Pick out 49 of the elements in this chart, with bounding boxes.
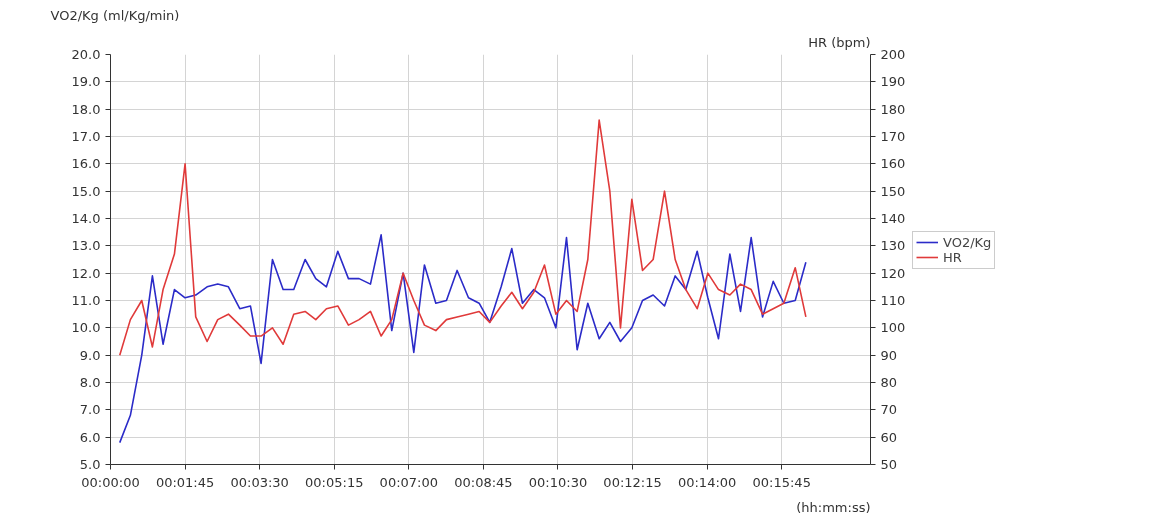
y2-tick-label: 170 [880, 129, 906, 144]
y2-tick-label: 70 [880, 402, 898, 418]
y2-tick-label: 80 [880, 375, 898, 390]
y-tick-label: 19.0 [71, 74, 101, 90]
y-tick-label: 13.0 [71, 238, 101, 254]
y-tick-label: 14.0 [71, 211, 101, 226]
line-series [118, 234, 807, 444]
y-tick-label: 12.0 [71, 265, 101, 281]
y-tick-label: 7.0 [79, 402, 101, 418]
x-tick-label: 00:07:00 [379, 474, 439, 490]
y2-axis-title: HR (bpm) [808, 34, 871, 50]
x-tick-label: 00:15:45 [752, 474, 811, 490]
x-axis-title: (hh:mm:ss) [796, 499, 871, 515]
y2-tick-label: 160 [880, 156, 906, 172]
x-tick-label: 00:05:15 [305, 474, 364, 490]
y-tick-label: 18.0 [71, 101, 101, 117]
y2-tick-label: 190 [880, 74, 906, 90]
y2-tick-label: 140 [880, 211, 906, 226]
y-tick-label: 10.0 [71, 320, 101, 336]
y2-tick-label: 120 [880, 265, 906, 281]
y-tick-label: 16.0 [71, 156, 101, 172]
y-tick-label: 11.0 [71, 293, 101, 308]
x-tick-label: 00:10:30 [528, 474, 588, 490]
x-tick-label: 00:01:45 [155, 474, 215, 490]
y-tick-label: 5.0 [79, 457, 101, 472]
y2-tick-label: 150 [880, 183, 906, 199]
line-series [118, 119, 807, 356]
y-tick-label: 15.0 [71, 183, 101, 199]
y2-tick-label: 180 [880, 101, 906, 117]
y-tick-label: 17.0 [71, 129, 101, 144]
y-tick-label: 6.0 [79, 429, 101, 445]
y2-tick-label: 110 [880, 293, 906, 308]
y2-tick-label: 100 [880, 320, 906, 336]
x-tick-label: 00:00:00 [81, 474, 140, 490]
y-tick-label: 9.0 [79, 347, 101, 363]
y-tick-label: 8.0 [79, 375, 101, 390]
y2-tick-label: 200 [880, 47, 906, 62]
x-tick-label: 00:12:15 [603, 474, 662, 490]
y2-tick-label: 60 [880, 429, 898, 445]
x-tick-label: 00:08:45 [454, 474, 513, 490]
y2-tick-label: 90 [880, 347, 898, 363]
legend-label: VO2/Kg [943, 234, 992, 250]
y-tick-label: 20.0 [71, 47, 101, 62]
x-tick-label: 00:03:30 [230, 474, 289, 490]
legend-label: HR [943, 249, 962, 265]
x-tick-label: 00:14:00 [677, 474, 737, 490]
y2-tick-label: 50 [880, 457, 898, 472]
y2-tick-label: 130 [880, 238, 906, 254]
y-axis-title: VO2/Kg (ml/Kg/min) [50, 7, 180, 23]
